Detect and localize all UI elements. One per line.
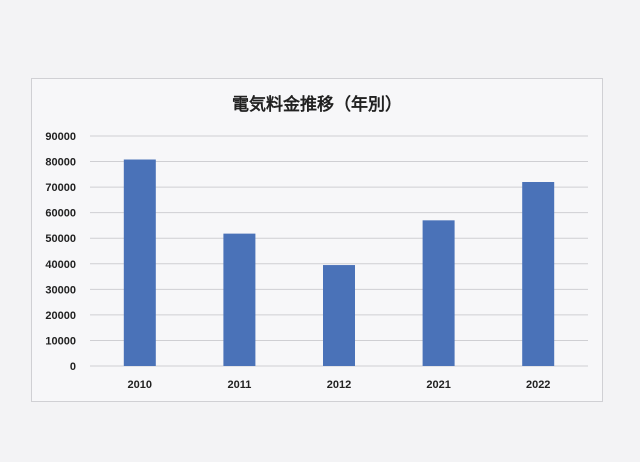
bar [422, 220, 455, 366]
y-tick-label: 90000 [45, 131, 76, 143]
x-tick-label: 2022 [526, 379, 550, 391]
y-tick-label: 60000 [45, 208, 76, 220]
y-tick-label: 0 [70, 361, 76, 373]
y-tick-label: 40000 [45, 259, 76, 271]
y-tick-label: 10000 [45, 335, 76, 347]
x-tick-label: 2010 [128, 379, 152, 391]
bar [223, 233, 256, 366]
x-tick-label: 2021 [426, 379, 450, 391]
bar [323, 265, 355, 366]
x-tick-label: 2012 [327, 379, 351, 391]
y-tick-label: 70000 [45, 182, 76, 194]
bar [522, 182, 555, 366]
y-tick-label: 80000 [45, 157, 76, 169]
bar [123, 159, 156, 366]
x-tick-label: 2011 [227, 379, 251, 391]
y-tick-label: 50000 [45, 233, 76, 245]
y-tick-label: 20000 [45, 310, 76, 322]
chart-title: 電気料金推移（年別） [232, 95, 402, 115]
y-tick-label: 30000 [45, 284, 76, 296]
